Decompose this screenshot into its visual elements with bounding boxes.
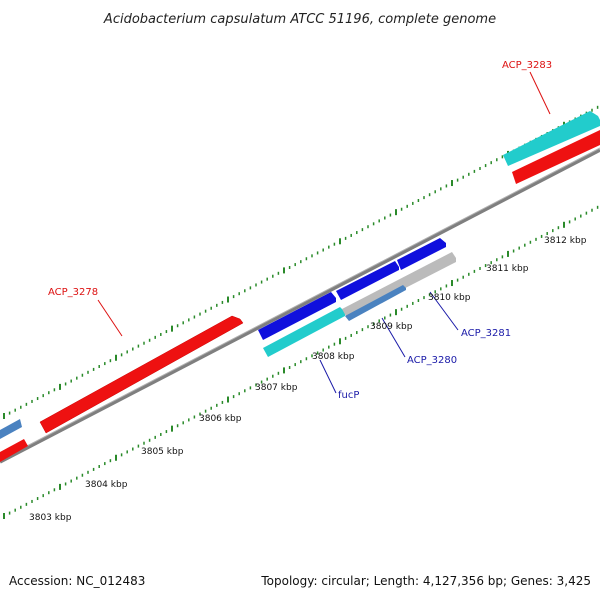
cds-feature[interactable] [39, 315, 244, 434]
scale-label: 3804 kbp [85, 480, 128, 490]
tick-marks [3, 105, 599, 519]
cds-feature[interactable] [336, 261, 399, 300]
cds-feature[interactable] [345, 285, 406, 321]
genome-summary-text: Topology: circular; Length: 4,127,356 bp… [260, 574, 591, 588]
map-title: Acidobacterium capsulatum ATCC 51196, co… [103, 12, 496, 27]
cds-feature[interactable] [263, 307, 345, 357]
cds-feature[interactable] [512, 130, 600, 184]
scale-label: 3811 kbp [486, 264, 529, 274]
genome-backbone [0, 147, 600, 464]
scale-label: 3803 kbp [29, 513, 72, 523]
cds-feature[interactable] [397, 238, 446, 270]
gene-label-acp-3283[interactable]: ACP_3283 [502, 60, 552, 71]
gene-label-acp-3281[interactable]: ACP_3281 [461, 328, 511, 339]
gene-label-fucp[interactable]: fucP [338, 390, 359, 401]
scale-label: 3812 kbp [544, 236, 587, 246]
scale-label: 3809 kbp [370, 322, 413, 332]
scale-label: 3808 kbp [312, 352, 355, 362]
scale-label: 3806 kbp [199, 414, 242, 424]
scale-label: 3807 kbp [255, 383, 298, 393]
cds-feature[interactable] [0, 439, 28, 462]
scale-label: 3810 kbp [428, 293, 471, 303]
scale-labels: 3803 kbp 3804 kbp 3805 kbp 3806 kbp 3807… [29, 236, 587, 523]
cds-feature[interactable] [258, 292, 336, 340]
cds-feature[interactable] [342, 252, 456, 318]
accession-text: Accession: NC_012483 [9, 574, 145, 588]
leader-lines [97, 71, 551, 394]
gene-label-acp-3278[interactable]: ACP_3278 [48, 287, 98, 298]
scale-label: 3805 kbp [141, 447, 184, 457]
cds-feature[interactable] [0, 419, 22, 439]
cds-feature[interactable] [503, 111, 600, 166]
gene-label-acp-3280[interactable]: ACP_3280 [407, 355, 457, 366]
gene-labels: ACP_3283 ACP_3278 ACP_3281 ACP_3280 fucP [48, 60, 552, 401]
gene-features [0, 111, 600, 462]
